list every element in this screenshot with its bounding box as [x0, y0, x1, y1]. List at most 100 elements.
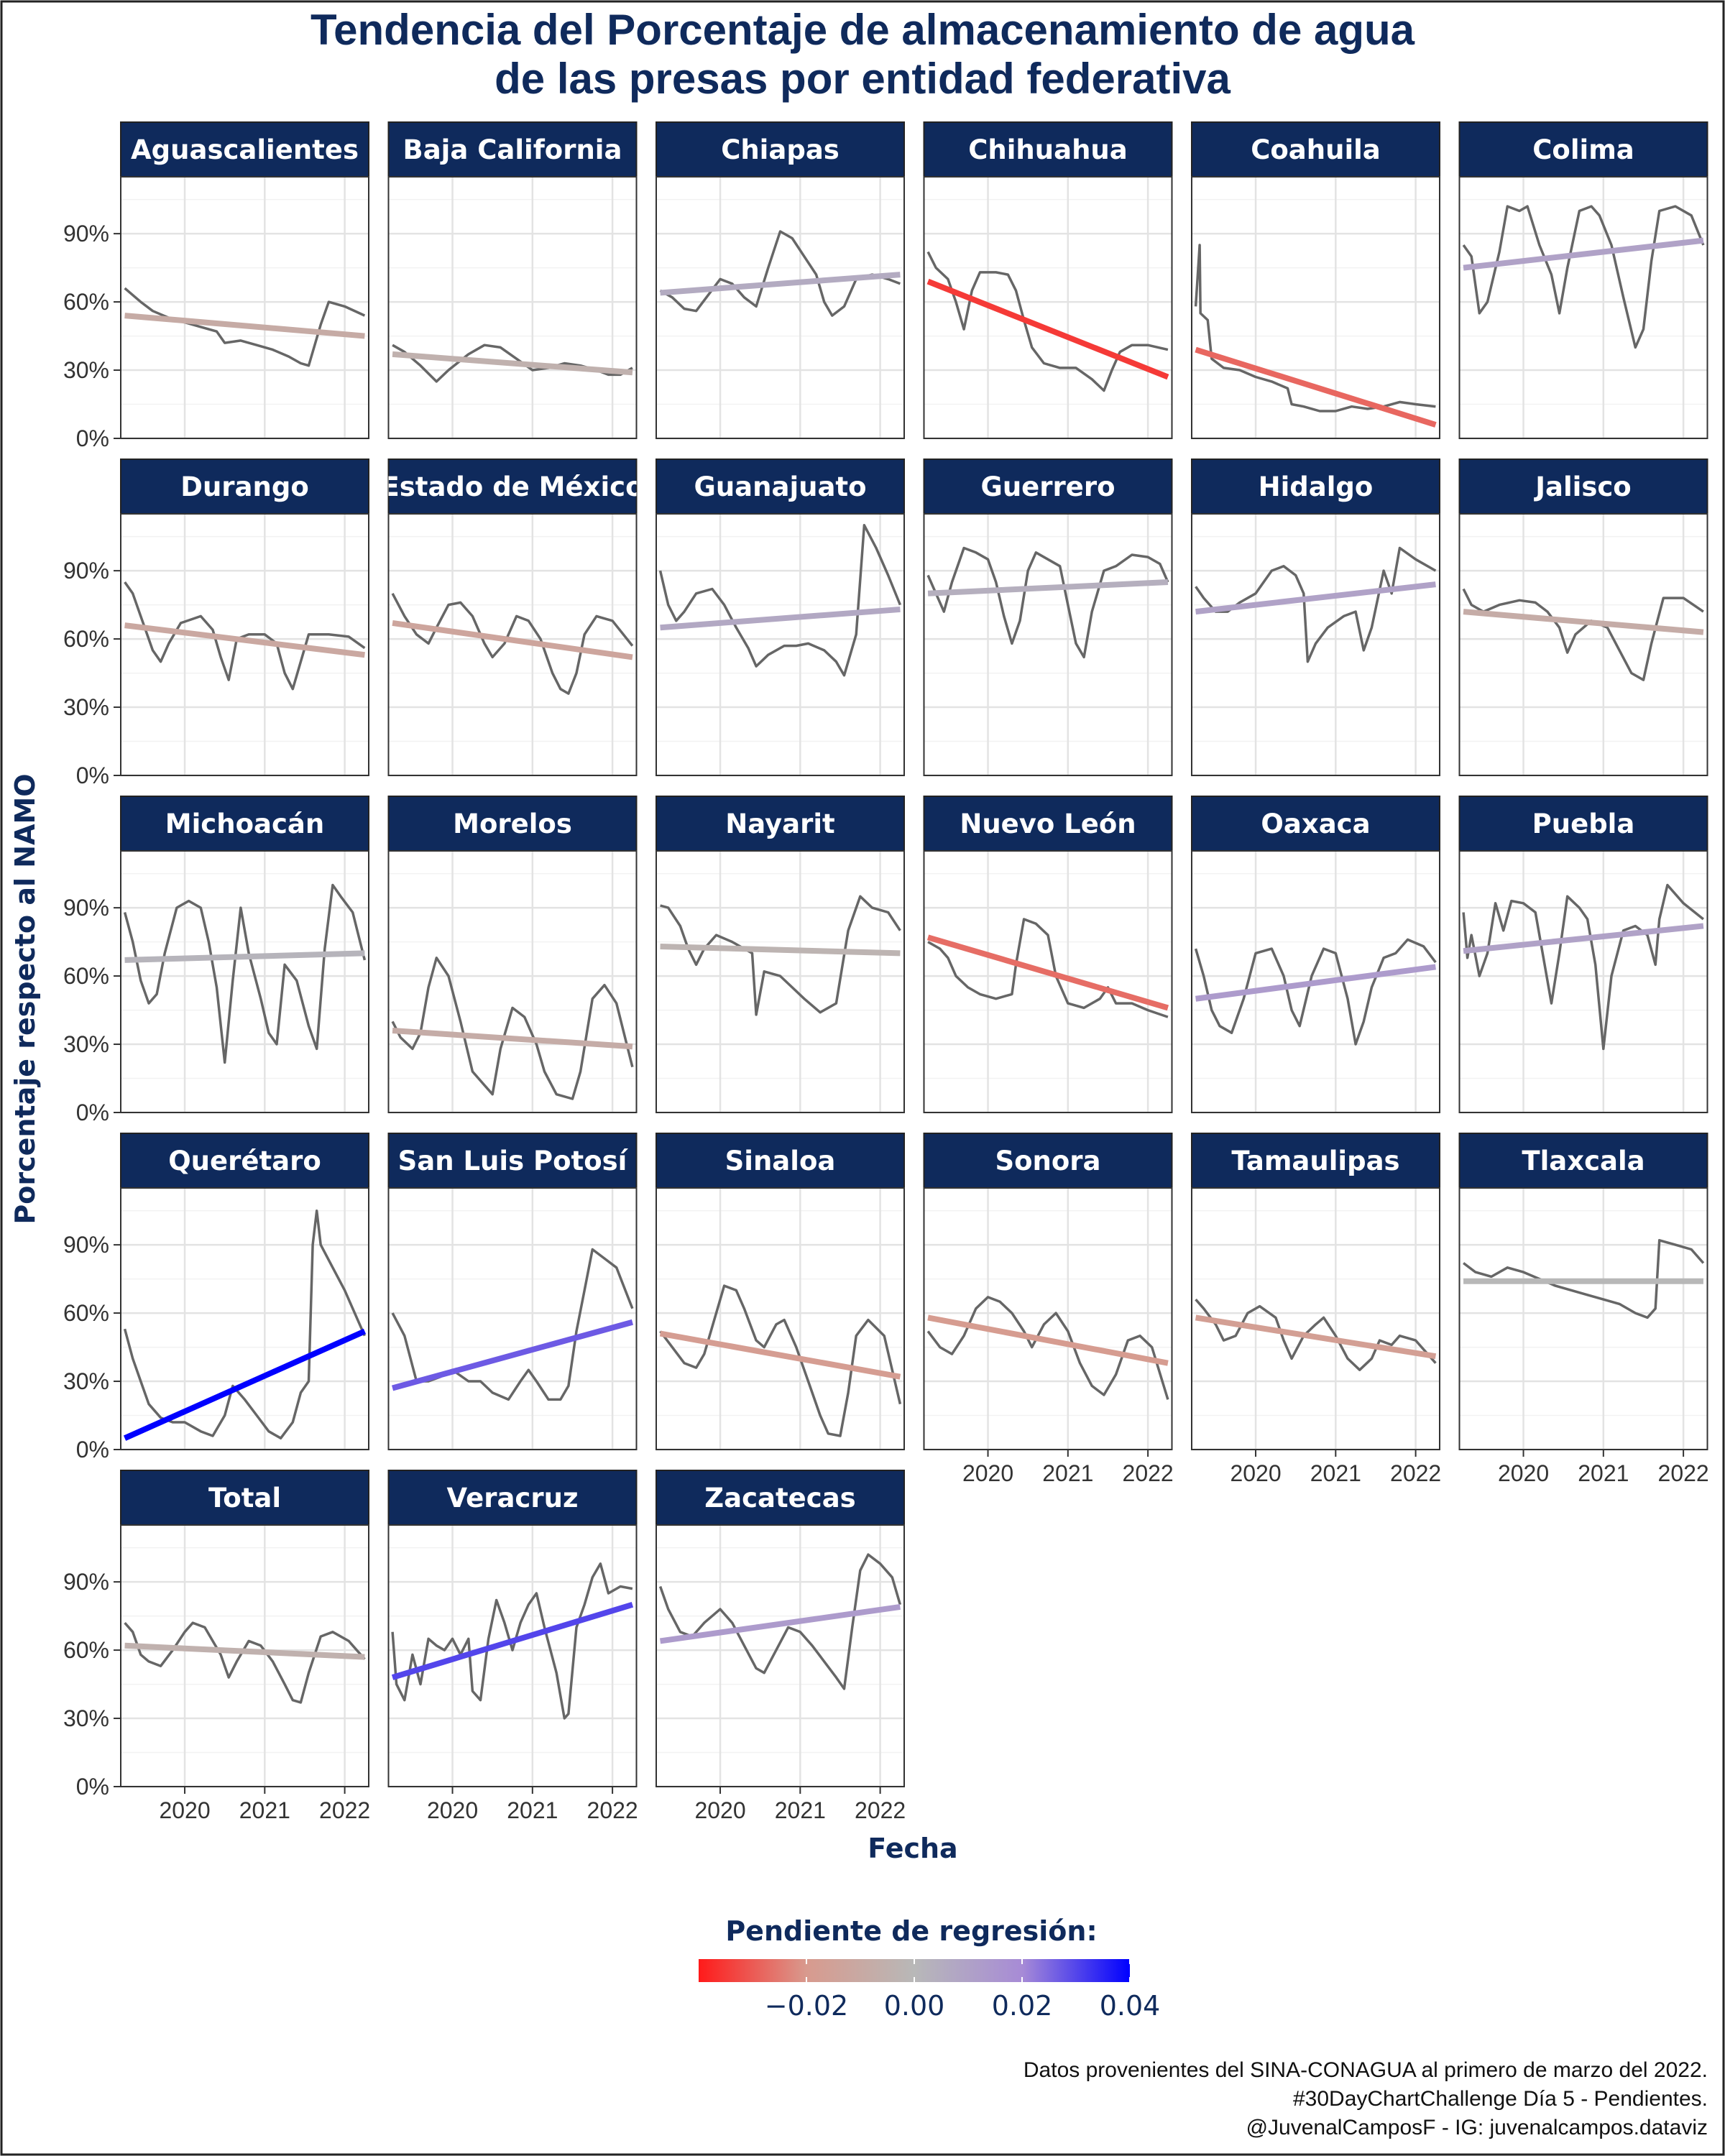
- strip-tlaxcala: [1458, 1133, 1708, 1189]
- panel-sinaloa: Sinaloa: [656, 1133, 905, 1451]
- x-tick-label: 2020: [1230, 1460, 1281, 1486]
- trend-line-nuevo-leon: [926, 934, 1169, 1011]
- panel-border-coahuila: [1191, 176, 1440, 439]
- caption-line-1: Datos provenientes del SINA-CONAGUA al p…: [1024, 2058, 1708, 2082]
- series-line-total: [124, 1621, 366, 1704]
- plot-area-morelos: [388, 851, 637, 1112]
- legend-ticks: −0.02 0.00 0.02 0.04: [765, 1959, 1160, 2022]
- strip-san-luis-potosi: [387, 1133, 638, 1189]
- strip-sinaloa: [656, 1133, 905, 1189]
- x-tick-label: 2021: [239, 1797, 290, 1823]
- panel-nayarit: Nayarit: [656, 796, 905, 1114]
- strip-chihuahua: [923, 121, 1173, 178]
- series-line-morelos: [391, 957, 634, 1100]
- strip-aguascalientes: [120, 121, 369, 178]
- x-tick-label: 2021: [507, 1797, 558, 1823]
- trend-line-chihuahua: [926, 278, 1169, 380]
- facet-panels: Aguascalientes 0% 30% 60% 90% Baja California…: [63, 121, 1709, 1823]
- x-tick-label: 2021: [1042, 1460, 1093, 1486]
- strip-nuevo-leon: [923, 796, 1173, 852]
- panel-colima: Colima: [1458, 121, 1708, 440]
- y-axis-title: Porcentaje respecto al NAMO: [9, 773, 41, 1224]
- strip-label-durango: Durango: [180, 471, 309, 502]
- strip-label-sonora: Sonora: [995, 1146, 1100, 1176]
- series-line-puebla: [1462, 883, 1704, 1051]
- strip-label-coahuila: Coahuila: [1251, 134, 1381, 165]
- panel-tlaxcala: Tlaxcala 2020 2021 2022: [1458, 1133, 1709, 1486]
- plot-area-estado-de-mexico: [388, 514, 637, 775]
- panel-border-chiapas: [656, 176, 905, 439]
- trend-line-total: [124, 1642, 365, 1660]
- panel-durango: Durango 0% 30% 60% 90%: [63, 459, 369, 788]
- strip-jalisco: [1458, 459, 1708, 515]
- strip-guanajuato: [656, 459, 905, 515]
- strip-label-tamaulipas: Tamaulipas: [1231, 1146, 1399, 1176]
- legend-tick-label: 0.02: [992, 1990, 1053, 2022]
- plot-area-tamaulipas: [1192, 1188, 1440, 1450]
- y-tick-label: 0%: [76, 1100, 109, 1125]
- panel-chiapas: Chiapas: [656, 121, 905, 440]
- strip-sonora: [923, 1133, 1173, 1189]
- y-tick-label: 30%: [63, 1031, 109, 1057]
- panel-queretaro: Querétaro 0% 30% 60% 90%: [63, 1133, 369, 1462]
- trend-line-estado-de-mexico: [392, 619, 633, 660]
- plot-area-guerrero: [924, 514, 1172, 775]
- x-tick-label: 2022: [1390, 1460, 1441, 1486]
- panel-coahuila: Coahuila: [1191, 121, 1440, 440]
- plot-area-sonora: [924, 1188, 1172, 1450]
- x-tick-label: 2020: [962, 1460, 1013, 1486]
- strip-baja-california: [387, 121, 638, 178]
- x-tick-label: 2020: [427, 1797, 478, 1823]
- panel-border-queretaro: [120, 1187, 369, 1450]
- x-tick-label: 2022: [1123, 1460, 1174, 1486]
- plot-area-guanajuato: [656, 514, 904, 775]
- series-line-tamaulipas: [1195, 1298, 1437, 1371]
- x-tick-label: 2021: [1310, 1460, 1361, 1486]
- series-line-zacatecas: [658, 1553, 902, 1690]
- y-tick-label: 30%: [63, 1705, 109, 1731]
- x-tick-label: 2022: [855, 1797, 906, 1823]
- strip-puebla: [1458, 796, 1708, 852]
- plot-area-chihuahua: [924, 177, 1172, 438]
- plot-area-sinaloa: [656, 1188, 904, 1450]
- plot-area-colima: [1459, 177, 1708, 438]
- panel-puebla: Puebla: [1458, 796, 1708, 1114]
- y-tick-label: 90%: [63, 895, 109, 921]
- panel-border-oaxaca: [1191, 850, 1440, 1113]
- series-line-queretaro: [123, 1209, 367, 1439]
- panel-border-jalisco: [1458, 513, 1708, 776]
- y-tick-label: 60%: [63, 289, 109, 315]
- trend-line-morelos: [392, 1028, 633, 1050]
- plot-area-chiapas: [656, 177, 904, 438]
- x-tick-label: 2022: [587, 1797, 638, 1823]
- panel-tamaulipas: Tamaulipas 2020 2021 2022: [1191, 1133, 1441, 1486]
- y-tick-label: 60%: [63, 963, 109, 989]
- trend-line-tamaulipas: [1195, 1314, 1437, 1360]
- panel-border-aguascalientes: [120, 176, 369, 439]
- panel-border-san-luis-potosi: [387, 1187, 638, 1450]
- x-tick-label: 2020: [159, 1797, 210, 1823]
- panel-border-veracruz: [387, 1524, 638, 1787]
- series-line-nayarit: [660, 895, 901, 1016]
- trend-line-baja-california: [392, 351, 633, 376]
- trend-line-nayarit: [660, 943, 901, 957]
- panel-border-baja-california: [387, 176, 638, 439]
- x-tick-label: 2022: [1658, 1460, 1709, 1486]
- strip-label-puebla: Puebla: [1532, 808, 1635, 839]
- plot-area-durango: [121, 514, 369, 775]
- plot-area-nayarit: [656, 851, 904, 1112]
- strip-label-colima: Colima: [1532, 134, 1634, 165]
- trend-line-san-luis-potosi: [392, 1319, 633, 1391]
- plot-area-san-luis-potosi: [388, 1188, 637, 1450]
- strip-hidalgo: [1191, 459, 1440, 515]
- plot-area-veracruz: [388, 1525, 637, 1787]
- legend-tick-label: 0.00: [884, 1990, 945, 2022]
- series-line-chiapas: [659, 230, 901, 317]
- panel-border-colima: [1458, 176, 1708, 439]
- trend-line-colima: [1463, 237, 1704, 271]
- strip-label-guanajuato: Guanajuato: [694, 471, 866, 502]
- panel-guanajuato: Guanajuato: [656, 459, 905, 777]
- panel-michoacan: Michoacán 0% 30% 60% 90%: [63, 796, 369, 1125]
- strip-zacatecas: [656, 1470, 905, 1526]
- trend-line-durango: [124, 622, 365, 658]
